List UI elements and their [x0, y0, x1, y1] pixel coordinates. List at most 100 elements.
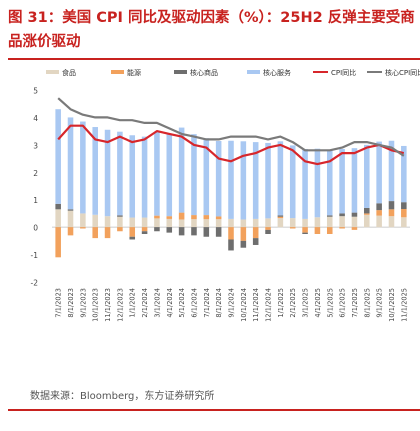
bar-segment	[240, 141, 247, 220]
bar-segment	[129, 217, 136, 228]
bar-segment	[80, 213, 86, 228]
bar-segment	[376, 141, 382, 204]
x-tick-label: 11/1/2023	[104, 288, 112, 322]
x-tick-label: 3/1/2025	[302, 288, 310, 318]
series-line	[57, 124, 405, 166]
bar-segment	[178, 227, 185, 236]
bar-segment	[388, 201, 395, 210]
bar-segment	[240, 219, 247, 228]
bar-segment	[92, 127, 98, 215]
bar-segment	[252, 218, 259, 228]
x-axis: 7/1/2023 8/1/2023 9/1/2023 10/1/2023 11/1/20…	[55, 288, 409, 322]
bar-segment	[191, 134, 197, 216]
bar-segment	[141, 136, 148, 218]
bar-segment	[252, 238, 259, 245]
x-tick-label: 1/1/2024	[129, 288, 137, 318]
y-tick-label: -1	[31, 251, 39, 260]
bar-segment	[351, 227, 358, 230]
legend-label: 能源	[127, 68, 141, 77]
x-tick-label: 6/1/2024	[190, 288, 198, 318]
legend: 食品 能源 核心商品 核心服务 CPI同比 核心CPI同比	[46, 68, 420, 77]
bar-segment	[376, 215, 382, 228]
x-tick-label: 7/1/2023	[55, 288, 63, 318]
bar-segment	[376, 210, 382, 216]
bar-segment	[277, 215, 284, 217]
bar-segment	[240, 240, 247, 248]
bar-segment	[376, 203, 382, 211]
x-tick-label: 9/1/2024	[228, 288, 236, 318]
bar-segment	[55, 209, 61, 228]
x-tick-label: 12/1/2024	[265, 288, 273, 322]
bar-segment	[265, 142, 271, 219]
bar-segment	[80, 227, 86, 229]
bar-segment	[191, 215, 197, 220]
x-tick-label: 11/1/2025	[400, 288, 408, 322]
x-tick-label: 6/1/2025	[339, 288, 347, 318]
bar-segment	[55, 227, 61, 258]
bar-segment	[314, 217, 321, 228]
bar-segment	[178, 127, 185, 213]
bar-segment	[339, 227, 345, 229]
x-tick-label: 5/1/2024	[178, 288, 186, 318]
bar-segment	[351, 216, 358, 228]
bar-segment	[215, 216, 222, 220]
bar-segment	[265, 229, 271, 234]
x-tick-label: 2/1/2025	[289, 288, 297, 318]
bar-segment	[203, 138, 210, 216]
bar-segment	[339, 148, 345, 214]
bar-segment	[67, 227, 74, 236]
bar-segment	[104, 129, 111, 217]
bar-segment	[302, 218, 308, 228]
bar-segment	[191, 219, 197, 228]
bar-segment	[166, 227, 173, 233]
bar-segment	[339, 216, 345, 228]
bar-segment	[141, 231, 148, 234]
bar-segment	[228, 239, 234, 251]
legend-label: 食品	[62, 68, 76, 77]
bar-segment	[364, 144, 370, 208]
bar-segment	[154, 131, 160, 216]
bar-segment	[265, 227, 271, 230]
x-tick-label: 1/1/2025	[277, 288, 285, 318]
legend-label: 核心服务	[263, 68, 291, 77]
bar-segment	[277, 141, 284, 216]
bar-segment	[67, 210, 74, 228]
bar-segment	[166, 133, 173, 217]
x-tick-label: 3/1/2024	[153, 288, 161, 318]
chart-title-line-1: 图 31：美国 CPI 同比及驱动因素（%）：25H2 反弹主要受商	[8, 10, 415, 26]
bar-segment	[388, 209, 395, 217]
bar-segment	[154, 218, 160, 228]
bar-segment	[117, 215, 123, 217]
x-tick-label: 10/1/2023	[92, 288, 100, 322]
x-tick-label: 5/1/2025	[326, 288, 334, 318]
lines	[57, 97, 405, 166]
bar-segment	[228, 227, 234, 240]
y-tick-label: 3	[33, 141, 38, 150]
bar-segment	[351, 148, 358, 213]
legend-swatch	[111, 70, 124, 74]
bar-segment	[401, 202, 407, 210]
x-tick-label: 2/1/2024	[141, 288, 149, 318]
bar-segment	[178, 212, 185, 220]
bar-segment	[203, 227, 210, 237]
legend-swatch	[46, 70, 59, 74]
bar-segment	[67, 209, 74, 211]
x-tick-label: 10/1/2025	[388, 288, 396, 322]
bar-segment	[191, 227, 197, 236]
y-tick-label: 4	[33, 114, 38, 123]
bar-segment	[92, 214, 98, 228]
bar-segment	[339, 213, 345, 217]
bar-segment	[154, 227, 160, 232]
bar-segment	[203, 215, 210, 220]
legend-label: 核心CPI同比	[385, 68, 420, 77]
bar-segment	[92, 227, 98, 239]
bar-segment	[141, 217, 148, 228]
bar-segment	[364, 207, 370, 214]
bar-segment	[141, 227, 148, 232]
bar-segment	[166, 218, 173, 228]
x-tick-label: 7/1/2024	[203, 288, 211, 318]
source-note: 数据来源：Bloomberg，东方证券研究所	[30, 391, 215, 402]
bar-segment	[117, 131, 123, 216]
cpi-chart: 食品 能源 核心商品 核心服务 CPI同比 核心CPI同比 -2 -1 0 1 2 3 4 5 7/1/…	[31, 68, 420, 322]
x-tick-label: 4/1/2024	[166, 288, 174, 318]
